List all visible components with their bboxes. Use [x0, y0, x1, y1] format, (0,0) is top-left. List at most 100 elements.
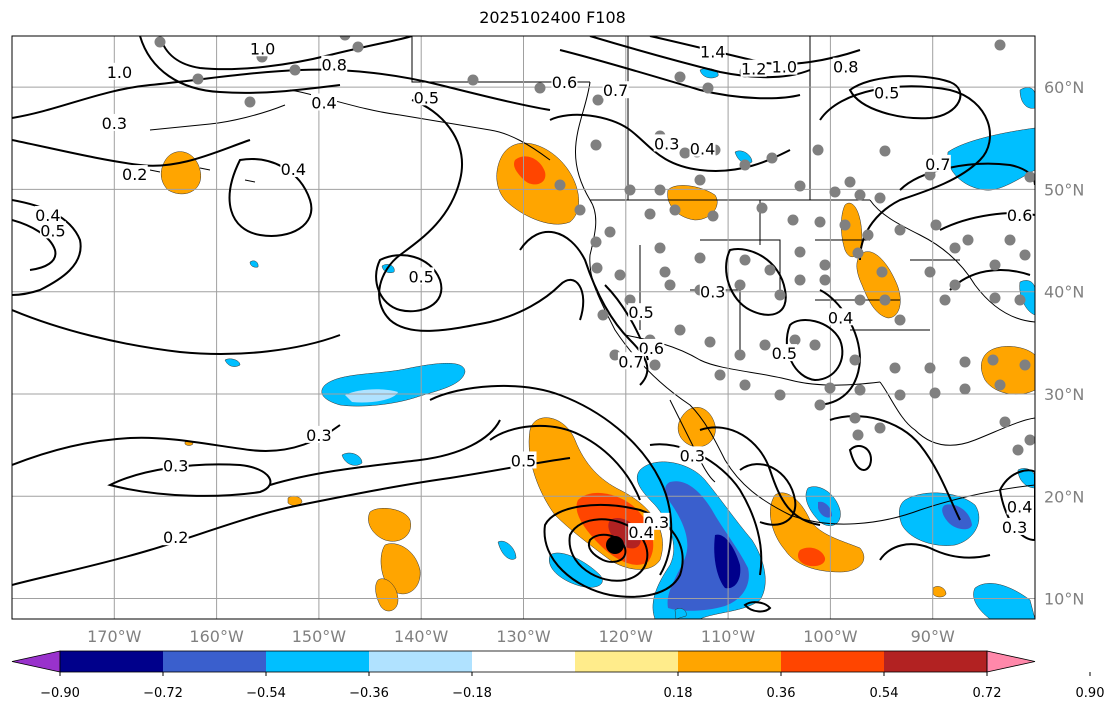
- station-dot: [852, 429, 864, 441]
- negative-area: [818, 501, 832, 518]
- negative-area: [497, 540, 517, 560]
- station-dot: [154, 36, 166, 48]
- colorbar-extend-high: [986, 650, 1036, 673]
- station-dot: [574, 204, 586, 216]
- contour-label: 0.3: [654, 134, 679, 153]
- contour-label: 0.3: [306, 426, 331, 445]
- contour-label-background: [1006, 205, 1033, 223]
- colorbar: −0.90 −0.72 −0.54 −0.36 −0.18 0.18 0.36 0.54 0.7…: [11, 650, 1105, 701]
- station-dot: [659, 266, 671, 278]
- station-dot: [854, 384, 866, 396]
- station-dot: [590, 236, 602, 248]
- colorbar-bin: [60, 651, 163, 672]
- station-dot: [994, 379, 1006, 391]
- colorbar-tick-label: 0.36: [767, 686, 796, 701]
- contour-label: 0.6: [1007, 206, 1032, 225]
- contour-label-background: [617, 352, 644, 370]
- contour-label-background: [121, 165, 148, 183]
- contour-label: 0.2: [163, 528, 188, 547]
- station-dot: [759, 339, 771, 351]
- negative-area: [341, 452, 363, 466]
- station-dot: [739, 379, 751, 391]
- positive-area: [798, 547, 826, 567]
- contour-label: 0.5: [874, 83, 899, 102]
- station-dot: [674, 71, 686, 83]
- station-dot: [774, 389, 786, 401]
- station-dot: [812, 144, 824, 156]
- contour-label: 0.4: [1007, 497, 1032, 516]
- station-dot: [876, 266, 888, 278]
- station-dot: [604, 226, 616, 238]
- lon-tick-label: 160°W: [189, 627, 244, 646]
- contour-label-background: [638, 338, 665, 356]
- contour-label: 0.8: [833, 58, 858, 77]
- positive-area: [932, 586, 947, 598]
- contour-label: 0.4: [828, 308, 853, 327]
- station-dot: [789, 334, 801, 346]
- colorbar-tick-label: −0.54: [246, 686, 286, 701]
- station-dot: [874, 422, 886, 434]
- station-dot: [766, 152, 778, 164]
- positive-area: [368, 508, 411, 542]
- negative-area: [973, 583, 1035, 619]
- station-dot: [949, 242, 961, 254]
- colorbar-tick-label: −0.36: [349, 686, 389, 701]
- contour-label: 0.7: [603, 81, 628, 100]
- negative-area: [1017, 468, 1035, 489]
- station-dot: [289, 64, 301, 76]
- contour-label-background: [551, 73, 578, 91]
- station-dot: [554, 179, 566, 191]
- station-dot: [989, 292, 1001, 304]
- station-dot: [192, 73, 204, 85]
- contour-label-background: [740, 59, 767, 77]
- station-dot: [879, 145, 891, 157]
- contour-label-background: [280, 159, 307, 177]
- station-dot: [852, 247, 864, 259]
- colorbar-tick-label: 0.90: [1076, 686, 1105, 701]
- station-dot: [664, 279, 676, 291]
- contour-label-background: [101, 113, 128, 131]
- station-dot: [739, 254, 751, 266]
- station-dot: [624, 294, 636, 306]
- lon-tick-label: 120°W: [599, 627, 654, 646]
- station-dot: [999, 416, 1011, 428]
- contour-label-background: [311, 93, 338, 111]
- contour-label-background: [34, 205, 61, 223]
- contour-label: 1.2: [741, 60, 766, 79]
- lon-tick-label: 130°W: [496, 627, 551, 646]
- station-dot: [849, 412, 861, 424]
- contour-label: 0.5: [628, 303, 653, 322]
- contour-label: 1.0: [107, 63, 132, 82]
- station-dot: [894, 314, 906, 326]
- station-dot: [244, 96, 256, 108]
- contour-label: 0.3: [700, 283, 725, 302]
- contour-label: 0.4: [35, 206, 60, 225]
- station-dot: [1019, 359, 1031, 371]
- latitude-tick-labels: 60°N 50°N 40°N 30°N 20°N 10°N: [1044, 78, 1084, 608]
- station-dot: [924, 362, 936, 374]
- colorbar-bin: [884, 651, 987, 672]
- colorbar-extend-low: [11, 650, 61, 673]
- contour-label-background: [106, 62, 133, 80]
- lat-tick-label: 30°N: [1044, 385, 1084, 404]
- colorbar-bin: [781, 651, 884, 672]
- coastlines: [149, 36, 1035, 525]
- contour-label-background: [699, 282, 726, 300]
- negative-area: [947, 127, 1035, 191]
- contour-label-background: [305, 425, 332, 443]
- contour-label: 0.3: [102, 114, 127, 133]
- station-dot: [989, 259, 1001, 271]
- contour-label: 1.0: [772, 58, 797, 77]
- station-dot: [849, 354, 861, 366]
- negative-area: [942, 504, 972, 530]
- contour-label-background: [771, 344, 798, 362]
- contour-label: 0.6: [552, 73, 577, 92]
- contour-label: 0.5: [511, 451, 536, 470]
- contour-label: 0.6: [639, 339, 664, 358]
- colorbar-tick-label: −0.18: [452, 686, 492, 701]
- contour-label: 0.4: [281, 160, 306, 179]
- station-dot: [774, 289, 786, 301]
- station-dot: [854, 189, 866, 201]
- colorbar-tick-label: 0.18: [664, 686, 693, 701]
- colorbar-bin: [575, 651, 678, 672]
